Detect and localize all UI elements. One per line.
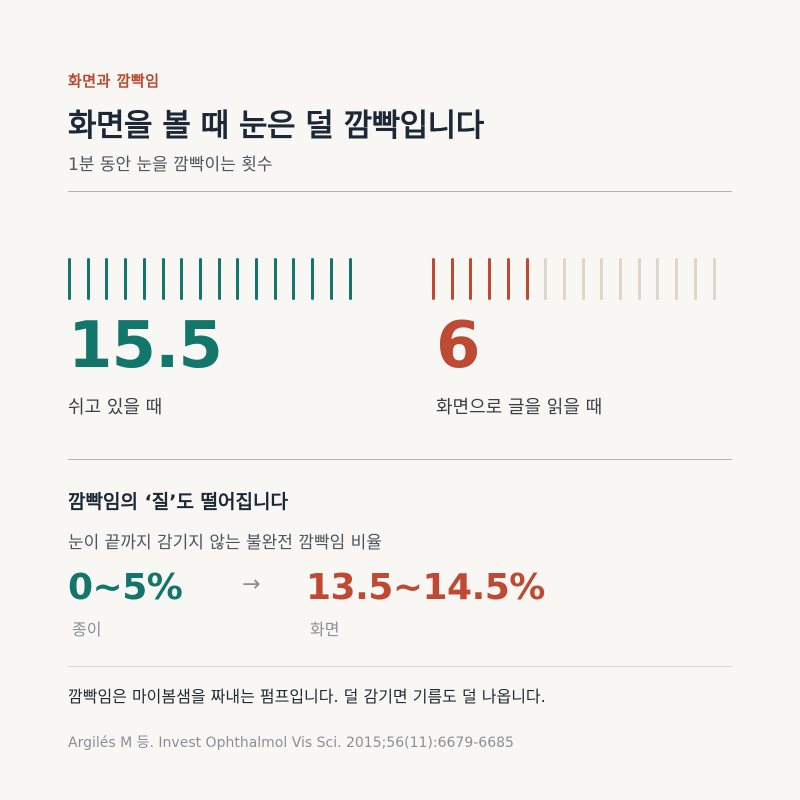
screen-blink-tick	[488, 258, 492, 300]
paper-incomplete-blink-rate: 0~5%	[68, 567, 183, 608]
rest-label: 쉬고 있을 때	[68, 397, 163, 418]
rest-blink-tick	[273, 258, 277, 300]
screen-blink-tick	[600, 258, 604, 300]
rest-blink-tick	[236, 258, 240, 300]
paper-label: 종이	[72, 620, 102, 639]
arrow-right-icon: →	[242, 572, 261, 597]
screen-blink-count: 6	[436, 309, 481, 383]
rest-blink-ticks	[68, 258, 358, 300]
rest-blink-tick	[311, 258, 315, 300]
screen-blink-tick	[675, 258, 679, 300]
source-citation: Argilés M 등. Invest Ophthalmol Vis Sci. …	[68, 735, 514, 751]
page-title: 화면을 볼 때 눈은 덜 깜빡입니다	[68, 108, 484, 144]
rest-blink-tick	[329, 258, 333, 300]
divider	[68, 459, 732, 460]
screen-blink-tick	[525, 258, 529, 300]
screen-blink-tick	[693, 258, 697, 300]
kicker: 화면과 깜빡임	[68, 72, 160, 90]
screen-quality-label: 화면	[310, 620, 340, 639]
page-subtitle: 1분 동안 눈을 깜빡이는 횟수	[68, 155, 273, 175]
section-title: 깜빡임의 ‘질’도 떨어집니다	[68, 491, 288, 513]
screen-blink-tick	[450, 258, 454, 300]
screen-incomplete-blink-rate: 13.5~14.5%	[306, 567, 545, 608]
footnote: 깜빡임은 마이봄샘을 짜내는 펌프입니다. 덜 감기면 기름도 덜 나옵니다.	[68, 687, 546, 706]
screen-blink-tick	[619, 258, 622, 300]
screen-blink-tick	[581, 258, 585, 300]
section-subtitle: 눈이 끝까지 감기지 않는 불완전 깜빡임 비율	[68, 533, 382, 553]
rest-blink-tick	[124, 258, 128, 300]
rest-blink-tick	[68, 258, 71, 300]
screen-blink-tick	[469, 258, 473, 300]
screen-blink-tick	[712, 258, 716, 300]
rest-blink-tick	[198, 258, 202, 300]
rest-blink-tick	[217, 258, 221, 300]
screen-blink-tick	[637, 258, 641, 300]
rest-blink-tick	[180, 258, 184, 300]
rest-blink-tick	[105, 258, 109, 300]
screen-blink-tick	[544, 258, 548, 300]
rest-blink-tick	[142, 258, 146, 300]
rest-blink-tick	[161, 258, 165, 300]
infographic: 화면과 깜빡임 화면을 볼 때 눈은 덜 깜빡입니다 1분 동안 눈을 깜빡이는…	[68, 0, 732, 800]
divider	[68, 666, 732, 667]
screen-blink-tick	[562, 258, 566, 300]
rest-blink-tick	[255, 258, 258, 300]
divider	[68, 191, 732, 192]
rest-blink-tick	[348, 258, 352, 300]
screen-blink-ticks	[432, 258, 722, 300]
screen-blink-tick	[656, 258, 660, 300]
screen-label: 화면으로 글을 읽을 때	[436, 397, 603, 418]
rest-blink-tick	[86, 258, 90, 300]
screen-blink-tick	[506, 258, 510, 300]
rest-blink-count: 15.5	[68, 309, 223, 383]
screen-blink-tick	[432, 258, 435, 300]
rest-blink-tick	[292, 258, 296, 300]
